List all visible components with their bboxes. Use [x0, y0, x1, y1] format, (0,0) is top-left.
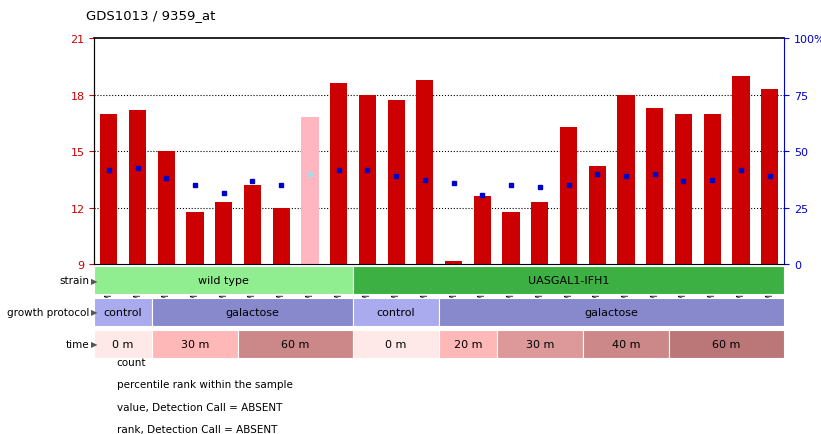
- Bar: [445, 261, 462, 265]
- Bar: [158, 152, 175, 265]
- Text: 30 m: 30 m: [525, 339, 554, 349]
- Text: percentile rank within the sample: percentile rank within the sample: [117, 379, 292, 389]
- Text: control: control: [377, 307, 415, 317]
- Bar: [215, 203, 232, 265]
- Bar: [273, 208, 290, 265]
- Text: rank, Detection Call = ABSENT: rank, Detection Call = ABSENT: [117, 424, 277, 434]
- Bar: [531, 203, 548, 265]
- Bar: [502, 212, 520, 265]
- Text: 30 m: 30 m: [181, 339, 209, 349]
- Bar: [388, 101, 405, 265]
- Text: 0 m: 0 m: [112, 339, 134, 349]
- Bar: [497, 330, 583, 358]
- Bar: [301, 118, 319, 265]
- Bar: [646, 108, 663, 265]
- Bar: [704, 114, 721, 265]
- Bar: [474, 197, 491, 265]
- Text: count: count: [117, 357, 146, 367]
- Bar: [94, 298, 152, 326]
- Bar: [675, 114, 692, 265]
- Bar: [94, 330, 152, 358]
- Text: ▶: ▶: [91, 276, 98, 285]
- Text: galactose: galactose: [226, 307, 279, 317]
- Text: 60 m: 60 m: [282, 339, 310, 349]
- Bar: [439, 298, 784, 326]
- Bar: [129, 111, 146, 265]
- Bar: [617, 95, 635, 265]
- Bar: [100, 114, 117, 265]
- Text: wild type: wild type: [199, 276, 249, 286]
- Bar: [244, 186, 261, 265]
- Bar: [439, 330, 497, 358]
- Bar: [761, 90, 778, 265]
- Text: 40 m: 40 m: [612, 339, 640, 349]
- Bar: [589, 167, 606, 265]
- Text: ▶: ▶: [91, 339, 98, 349]
- Text: ▶: ▶: [91, 308, 98, 317]
- Bar: [353, 330, 439, 358]
- Bar: [732, 77, 750, 265]
- Bar: [152, 330, 238, 358]
- Bar: [359, 95, 376, 265]
- Text: strain: strain: [59, 276, 89, 286]
- Bar: [330, 84, 347, 265]
- Text: growth protocol: growth protocol: [7, 307, 89, 317]
- Text: 0 m: 0 m: [385, 339, 407, 349]
- Bar: [353, 298, 439, 326]
- Bar: [560, 128, 577, 265]
- Bar: [94, 266, 353, 295]
- Text: GDS1013 / 9359_at: GDS1013 / 9359_at: [86, 9, 216, 22]
- Text: UASGAL1-IFH1: UASGAL1-IFH1: [528, 276, 609, 286]
- Bar: [152, 298, 353, 326]
- Bar: [416, 80, 433, 265]
- Text: time: time: [66, 339, 89, 349]
- Text: 60 m: 60 m: [713, 339, 741, 349]
- Text: control: control: [103, 307, 143, 317]
- Bar: [583, 330, 669, 358]
- Bar: [353, 266, 784, 295]
- Text: 20 m: 20 m: [454, 339, 482, 349]
- Bar: [238, 330, 353, 358]
- Text: galactose: galactose: [585, 307, 639, 317]
- Bar: [669, 330, 784, 358]
- Bar: [186, 212, 204, 265]
- Text: value, Detection Call = ABSENT: value, Detection Call = ABSENT: [117, 402, 282, 412]
